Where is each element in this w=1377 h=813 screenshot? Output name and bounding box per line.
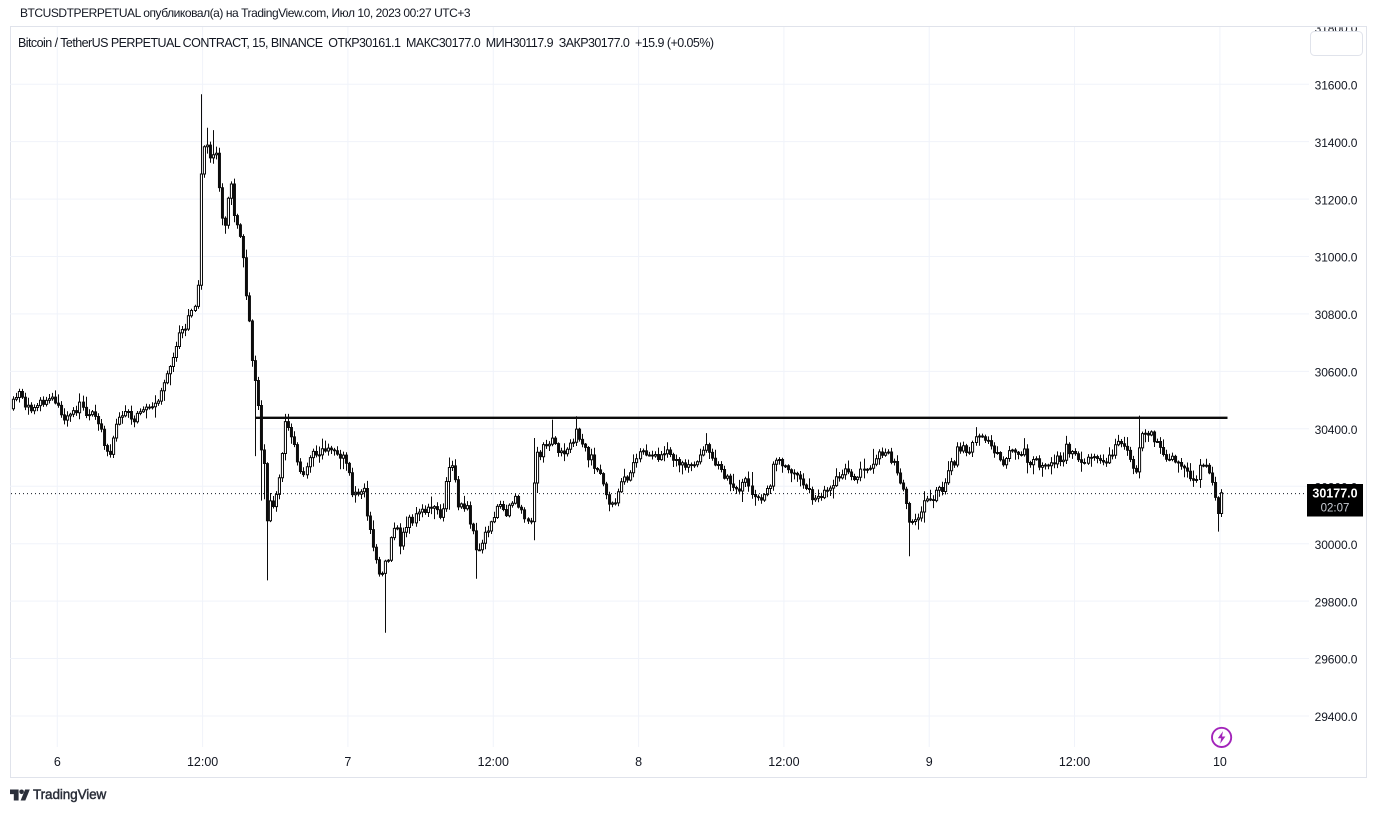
svg-text:29400.0: 29400.0 [1315, 710, 1358, 724]
svg-text:12:00: 12:00 [187, 755, 218, 769]
svg-text:12:00: 12:00 [478, 755, 509, 769]
svg-text:6: 6 [54, 755, 61, 769]
svg-text:29800.0: 29800.0 [1315, 595, 1358, 609]
svg-text:7: 7 [344, 755, 351, 769]
svg-text:30177.0: 30177.0 [1312, 487, 1357, 501]
svg-text:30000.0: 30000.0 [1315, 538, 1358, 552]
svg-text:31000.0: 31000.0 [1315, 251, 1358, 265]
svg-text:30400.0: 30400.0 [1315, 423, 1358, 437]
svg-text:12:00: 12:00 [1059, 755, 1090, 769]
svg-text:31200.0: 31200.0 [1315, 193, 1358, 207]
svg-text:31600.0: 31600.0 [1315, 78, 1358, 92]
svg-text:02:07: 02:07 [1321, 503, 1350, 515]
svg-text:8: 8 [635, 755, 642, 769]
svg-text:30600.0: 30600.0 [1315, 366, 1358, 380]
svg-text:29600.0: 29600.0 [1315, 653, 1358, 667]
svg-text:30800.0: 30800.0 [1315, 308, 1358, 322]
svg-text:31400.0: 31400.0 [1315, 136, 1358, 150]
svg-text:12:00: 12:00 [768, 755, 799, 769]
svg-text:10: 10 [1213, 755, 1227, 769]
svg-text:9: 9 [926, 755, 933, 769]
